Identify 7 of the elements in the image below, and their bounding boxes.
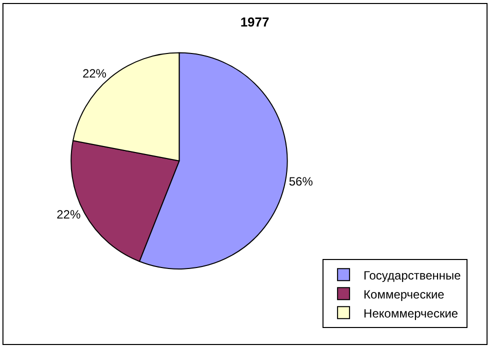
legend-label: Некоммерческие xyxy=(364,306,458,320)
data-label: 22% xyxy=(82,66,107,80)
legend-label: Государственные xyxy=(364,268,462,282)
chart-title: 1977 xyxy=(240,14,270,30)
data-label: 22% xyxy=(56,208,81,222)
data-label: 56% xyxy=(288,174,314,188)
legend-label: Коммерческие xyxy=(364,287,445,302)
